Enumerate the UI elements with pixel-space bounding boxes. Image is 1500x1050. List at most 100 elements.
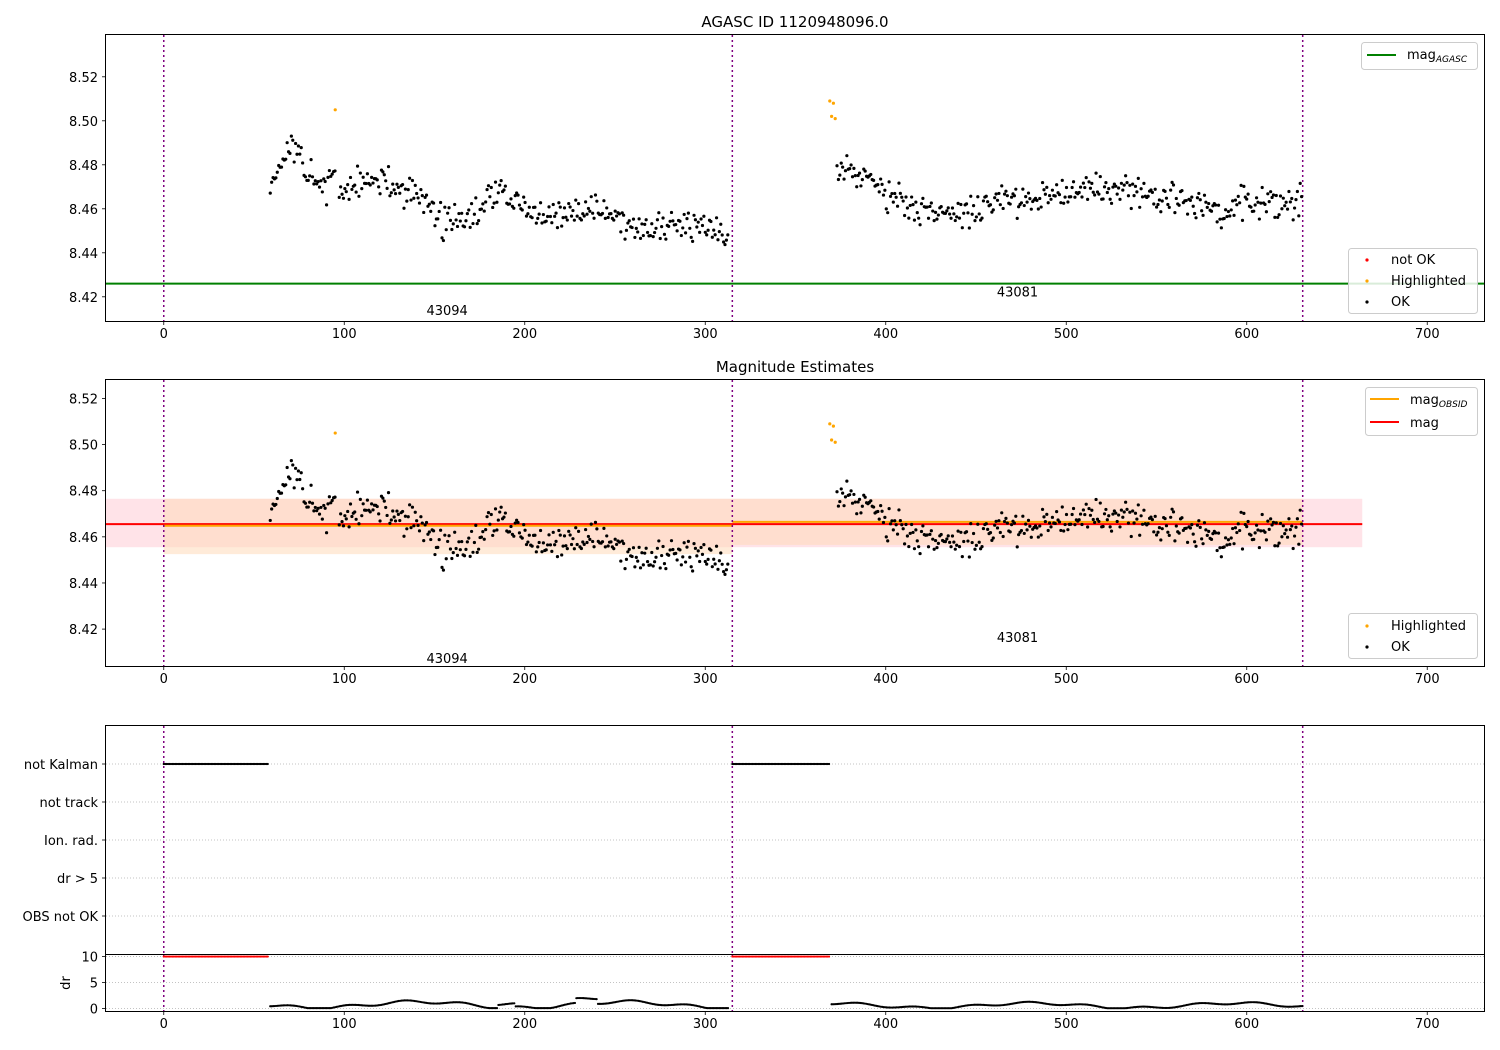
data-point-ok — [1238, 201, 1242, 205]
data-point-ok — [1159, 210, 1163, 214]
data-point-ok — [719, 551, 723, 555]
data-point-ok — [1028, 524, 1032, 528]
data-point-ok — [384, 505, 388, 510]
data-point-ok — [1256, 528, 1260, 532]
data-point-ok — [389, 191, 393, 195]
data-point-ok — [966, 211, 970, 215]
data-point-ok — [1236, 522, 1240, 526]
data-point-ok — [405, 527, 409, 531]
x-tick-label: 500 — [1054, 1017, 1079, 1032]
y-tick-label: 8.46 — [69, 203, 98, 218]
data-point-ok — [413, 510, 417, 514]
data-point-ok — [1131, 182, 1135, 186]
data-point-ok — [1153, 187, 1157, 191]
data-point-ok — [1121, 515, 1125, 519]
data-point-ok — [1269, 517, 1273, 521]
data-point-ok — [1049, 197, 1053, 201]
data-point-ok — [1111, 512, 1115, 516]
data-point-ok — [648, 233, 652, 238]
data-point-ok — [726, 233, 730, 237]
data-point-ok — [696, 549, 700, 553]
data-point-ok — [957, 544, 962, 549]
data-point-ok — [436, 545, 440, 549]
data-point-ok — [967, 555, 971, 559]
data-point-ok — [905, 206, 910, 210]
data-point-ok — [860, 178, 864, 182]
data-point-ok — [1055, 509, 1059, 514]
data-point-ok — [705, 562, 709, 566]
data-point-ok — [386, 164, 391, 169]
data-point-ok — [560, 553, 564, 557]
data-point-ok — [1097, 519, 1101, 524]
data-point-ok — [412, 196, 416, 200]
data-point-ok — [699, 545, 703, 550]
data-point-ok — [1050, 515, 1055, 519]
data-point-ok — [486, 510, 491, 515]
data-point-ok — [1240, 547, 1245, 551]
data-point-ok — [312, 509, 316, 513]
data-point-ok — [291, 138, 295, 142]
data-point-ok — [723, 242, 727, 247]
data-point-ok — [998, 530, 1002, 535]
data-point-ok — [515, 518, 519, 522]
data-point-ok — [1116, 513, 1121, 517]
data-point-ok — [586, 206, 591, 211]
data-point-ok — [323, 506, 327, 510]
data-point-ok — [1253, 203, 1257, 207]
data-point-ok — [1216, 203, 1221, 207]
data-point-ok — [1190, 522, 1194, 527]
data-point-ok — [1284, 200, 1288, 204]
data-point-ok — [429, 537, 433, 542]
data-point-ok — [417, 529, 422, 533]
data-point-ok — [1209, 537, 1214, 541]
data-point-ok — [911, 530, 915, 535]
data-point-ok — [907, 544, 911, 549]
data-point-ok — [658, 566, 662, 570]
data-point-ok — [440, 236, 444, 240]
data-point-ok — [513, 194, 517, 198]
data-point-ok — [624, 228, 629, 232]
panel-flags: not Kalman not track Ion. rad. dr > 5 OBS no… — [23, 725, 1485, 955]
data-point-ok — [1133, 511, 1138, 515]
data-point-ok — [320, 190, 324, 194]
data-point-ok — [462, 554, 467, 558]
legend-label: OK — [1391, 295, 1410, 310]
data-point-ok — [1093, 193, 1097, 197]
data-point-ok — [1253, 531, 1257, 535]
flag-category-label: not Kalman — [24, 758, 98, 773]
data-point-ok — [644, 218, 648, 222]
data-point-ok — [887, 507, 891, 511]
data-point-ok — [1043, 519, 1047, 524]
data-point-ok — [1233, 198, 1238, 202]
data-point-ok — [1012, 521, 1017, 525]
data-point-ok — [657, 539, 661, 543]
data-point-ok — [893, 519, 897, 523]
data-point-ok — [1200, 209, 1204, 213]
legend-label: magOBSID — [1410, 393, 1468, 410]
dr-point — [726, 1007, 730, 1010]
x-tick-label: 400 — [873, 672, 898, 687]
data-point-ok — [683, 231, 688, 235]
data-point-ok — [423, 195, 427, 200]
data-point-ok — [538, 528, 543, 533]
data-point-ok — [716, 238, 720, 242]
data-point-ok — [1136, 503, 1140, 507]
data-point-ok — [1086, 525, 1090, 529]
legend-box — [1348, 248, 1478, 314]
data-point-ok — [455, 224, 460, 229]
data-point-ok — [991, 536, 995, 540]
data-point-ok — [669, 210, 674, 215]
data-point-ok — [1048, 193, 1052, 198]
data-point-ok — [1118, 197, 1122, 201]
data-point-ok — [1288, 528, 1292, 532]
data-point-ok — [1022, 203, 1026, 208]
data-point-ok — [1126, 194, 1131, 198]
legend-marker-highlighted — [1365, 279, 1369, 283]
data-point-ok — [895, 204, 900, 208]
data-point-ok — [1205, 205, 1209, 209]
data-point-ok — [285, 141, 289, 145]
data-point-ok — [368, 183, 372, 187]
data-point-ok — [1239, 183, 1243, 187]
data-point-ok — [970, 540, 974, 545]
data-point-ok — [1029, 535, 1033, 539]
